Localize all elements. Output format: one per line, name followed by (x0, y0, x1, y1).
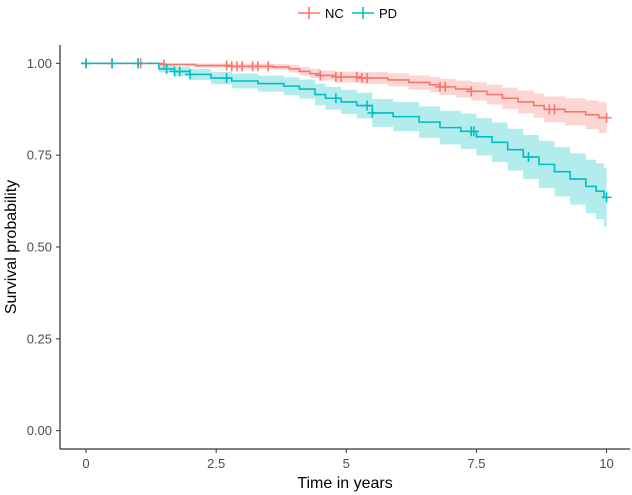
confidence-bands (86, 63, 607, 227)
censor-mark-pd (221, 73, 232, 84)
y-tick-label: 0.75 (27, 148, 52, 163)
x-tick-label: 2.5 (207, 456, 225, 471)
censor-mark-nc (549, 104, 560, 115)
x-tick-label: 5 (343, 456, 350, 471)
censor-mark-pd (161, 63, 172, 74)
y-axis-title: Survival probability (3, 180, 20, 314)
censor-mark-pd (81, 58, 92, 69)
x-tick-label: 10 (599, 456, 613, 471)
censor-mark-nc (315, 70, 326, 81)
censor-mark-pd (523, 152, 534, 163)
y-tick-label: 0.25 (27, 331, 52, 346)
y-tick-label: 0.50 (27, 240, 52, 255)
censor-mark-nc (466, 86, 477, 97)
censor-mark-nc (252, 61, 263, 72)
y-tick-label: 1.00 (27, 56, 52, 71)
censor-mark-nc (336, 71, 347, 82)
censor-mark-pd (174, 66, 185, 77)
legend-label-pd: PD (379, 6, 397, 21)
x-axis-title: Time in years (297, 475, 392, 492)
survival-curves (86, 62, 607, 199)
curve-pd (86, 62, 607, 199)
censor-mark-nc (362, 73, 373, 84)
x-axis: 0 2.5 5 7.5 10 (60, 448, 630, 471)
censor-mark-nc (351, 71, 362, 82)
censor-mark-pd (367, 107, 378, 118)
censor-mark-pd (362, 100, 373, 111)
censor-mark-pd (185, 69, 196, 80)
x-tick-label: 0 (82, 456, 89, 471)
band-pd (86, 63, 607, 227)
censor-mark-nc (601, 112, 612, 123)
censor-mark-pd (601, 192, 612, 203)
censor-mark-nc (440, 81, 451, 92)
censor-mark-pd (133, 58, 144, 69)
censor-mark-pd (468, 126, 479, 137)
legend-item-nc: NC (298, 6, 344, 21)
y-tick-label: 0.00 (27, 423, 52, 438)
y-axis: 0.00 0.25 0.50 0.75 1.00 (27, 45, 61, 449)
curve-nc (86, 62, 607, 119)
censor-mark-nc (263, 61, 274, 72)
censor-mark-nc (237, 61, 248, 72)
censor-mark-pd (107, 58, 118, 69)
censor-mark-pd (330, 93, 341, 104)
legend-label-nc: NC (325, 6, 344, 21)
legend: NC PD (298, 6, 397, 21)
legend-item-pd: PD (352, 6, 397, 21)
x-tick-label: 7.5 (467, 456, 485, 471)
censor-marks (81, 58, 612, 203)
